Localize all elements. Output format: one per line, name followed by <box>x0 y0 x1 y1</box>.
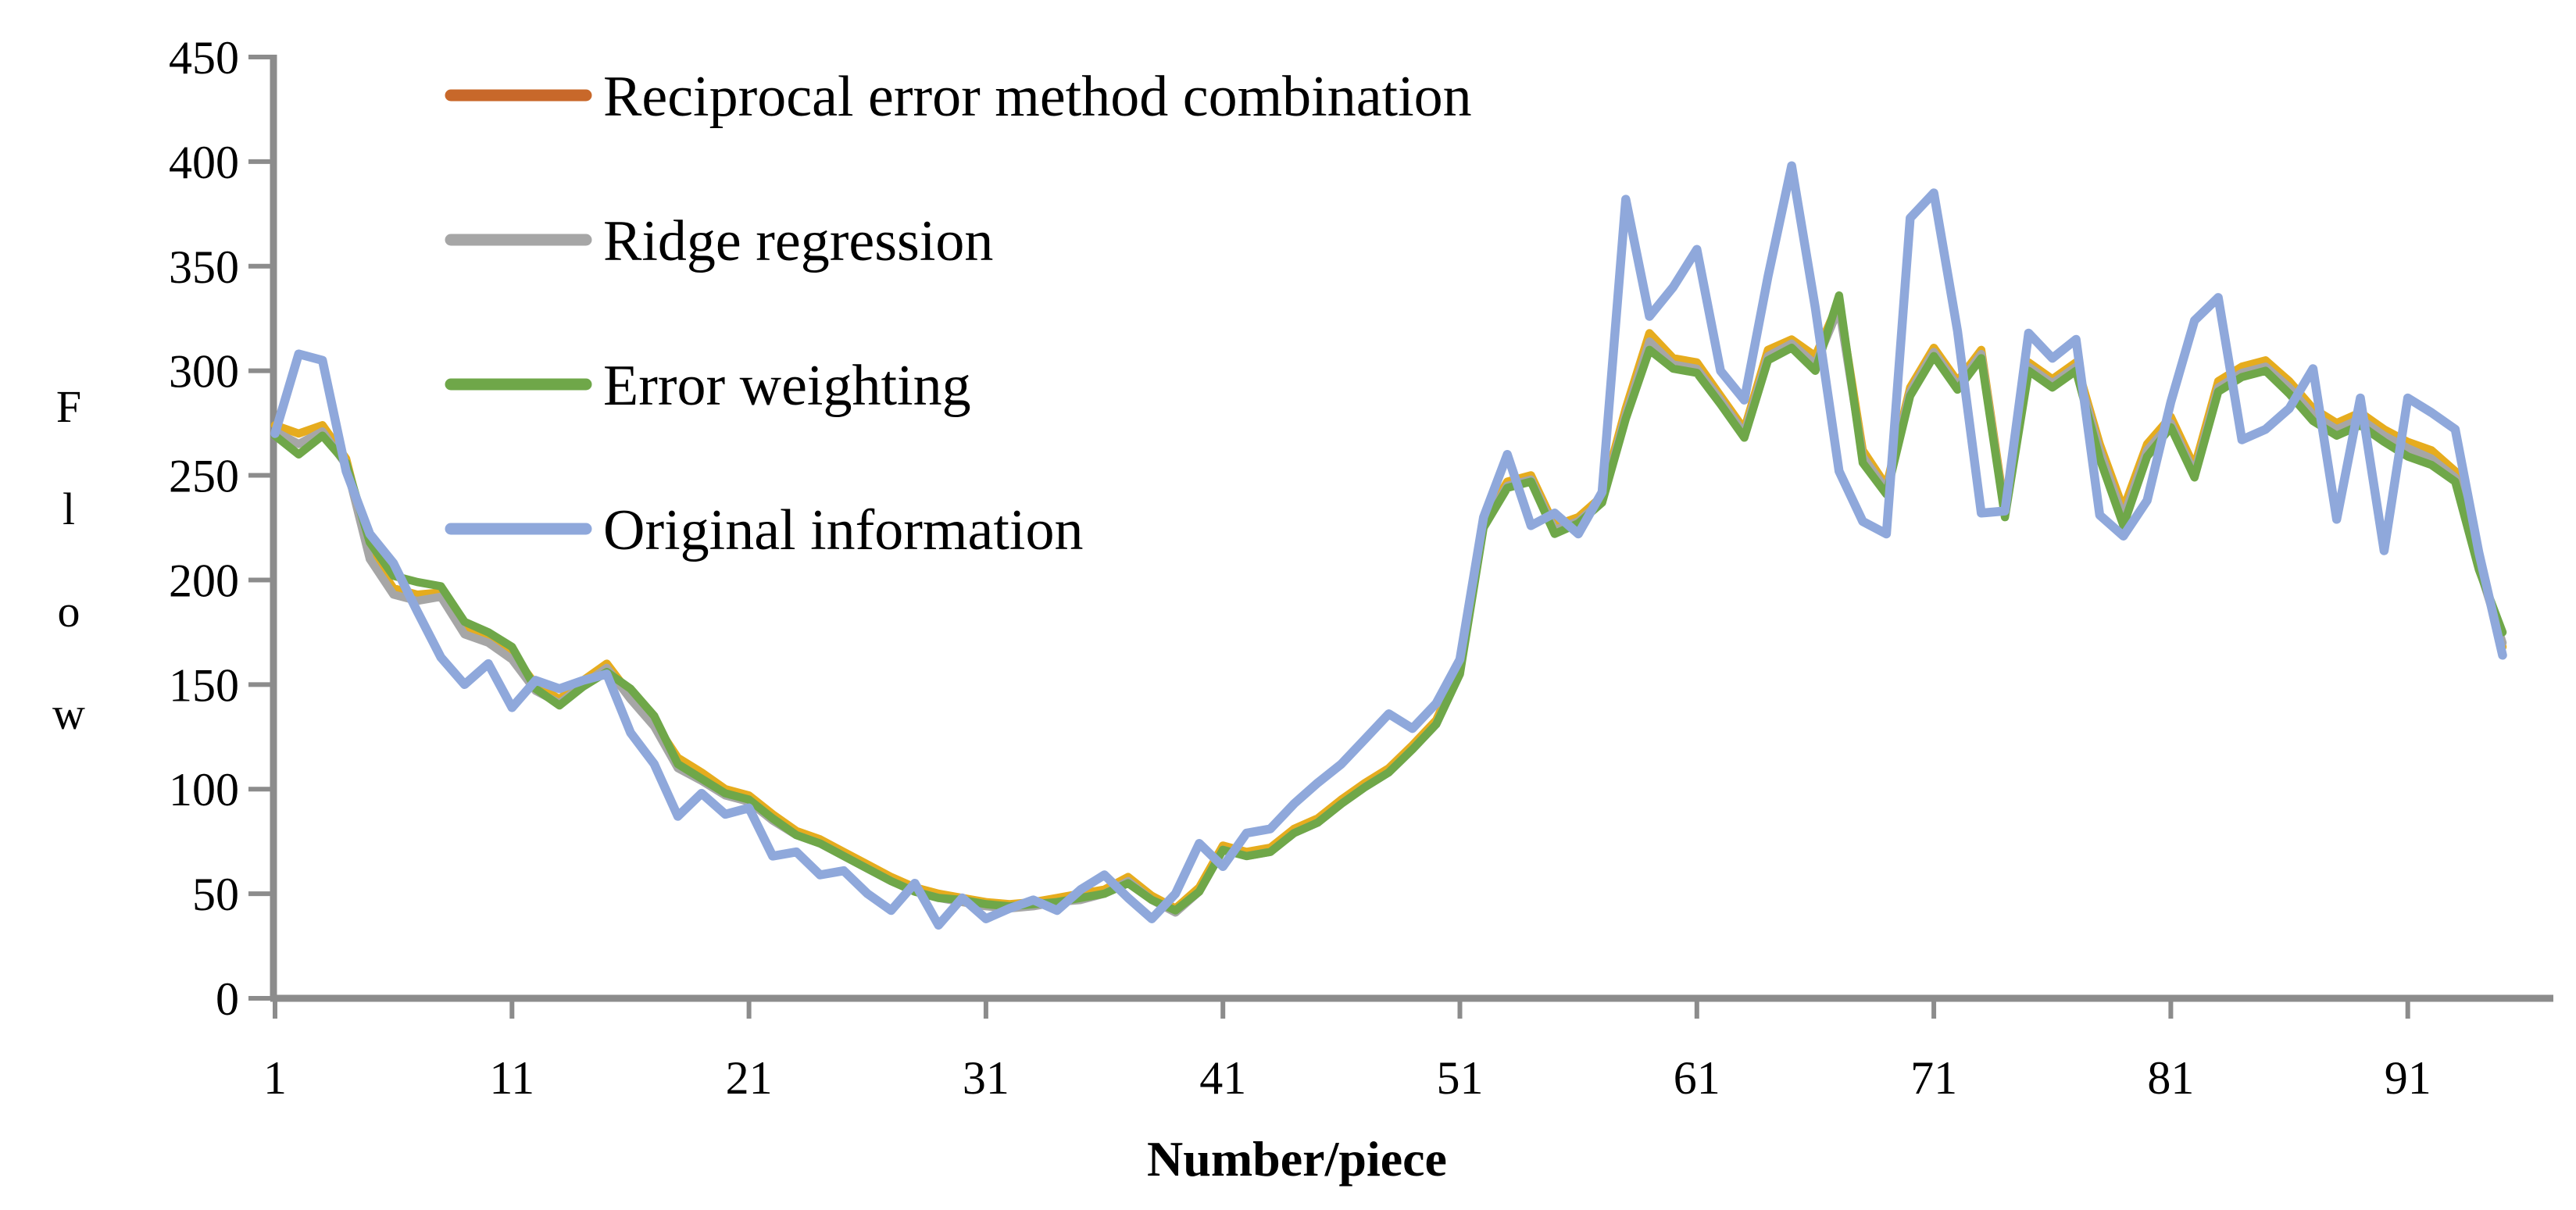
y-tick-label: 450 <box>169 32 239 84</box>
x-tick-label: 21 <box>726 1052 773 1104</box>
x-axis-title: Number/piece <box>1147 1131 1447 1187</box>
y-tick-label: 250 <box>169 451 239 502</box>
y-axis-title: Fl ow <box>52 381 85 739</box>
y-tick-label: 0 <box>216 973 239 1025</box>
y-axis-title-letter: F <box>56 381 81 432</box>
y-tick-label: 300 <box>169 346 239 398</box>
y-tick-label: 100 <box>169 764 239 816</box>
y-axis-title-letter: o <box>58 586 80 637</box>
chart-legend: Reciprocal error method combination Ridge… <box>445 65 1472 562</box>
x-tick-group: 1 11 21 31 41 51 61 71 81 91 <box>263 998 2431 1104</box>
x-axis-title-text: Number/piece <box>1147 1131 1447 1187</box>
series-line-original-information <box>270 161 2507 930</box>
y-tick-label: 400 <box>169 137 239 188</box>
x-tick-label: 71 <box>1910 1052 1957 1104</box>
x-tick-label: 91 <box>2385 1052 2431 1104</box>
y-tick-label: 150 <box>169 659 239 711</box>
legend-item-label: Ridge regression <box>603 209 993 273</box>
y-axis-title-letter: w <box>52 688 85 739</box>
y-axis-title-letter: l <box>63 484 75 534</box>
x-tick-label: 31 <box>963 1052 1009 1104</box>
y-tick-label: 200 <box>169 555 239 606</box>
x-tick-label: 81 <box>2147 1052 2194 1104</box>
legend-item-label: Original information <box>603 498 1083 562</box>
y-tick-label: 350 <box>169 241 239 293</box>
x-tick-label: 61 <box>1674 1052 1720 1104</box>
series-lines-group <box>270 161 2507 930</box>
y-tick-group: 0 50 100 150 200 250 300 350 400 450 <box>169 32 273 1025</box>
legend-item-label: Reciprocal error method combination <box>603 65 1472 129</box>
x-tick-label: 51 <box>1437 1052 1484 1104</box>
legend-item-label: Error weighting <box>603 354 971 418</box>
x-tick-label: 1 <box>263 1052 287 1104</box>
x-tick-label: 11 <box>489 1052 534 1104</box>
x-tick-label: 41 <box>1199 1052 1246 1104</box>
series-line-error-weighting <box>270 291 2507 915</box>
y-tick-label: 50 <box>192 869 239 920</box>
